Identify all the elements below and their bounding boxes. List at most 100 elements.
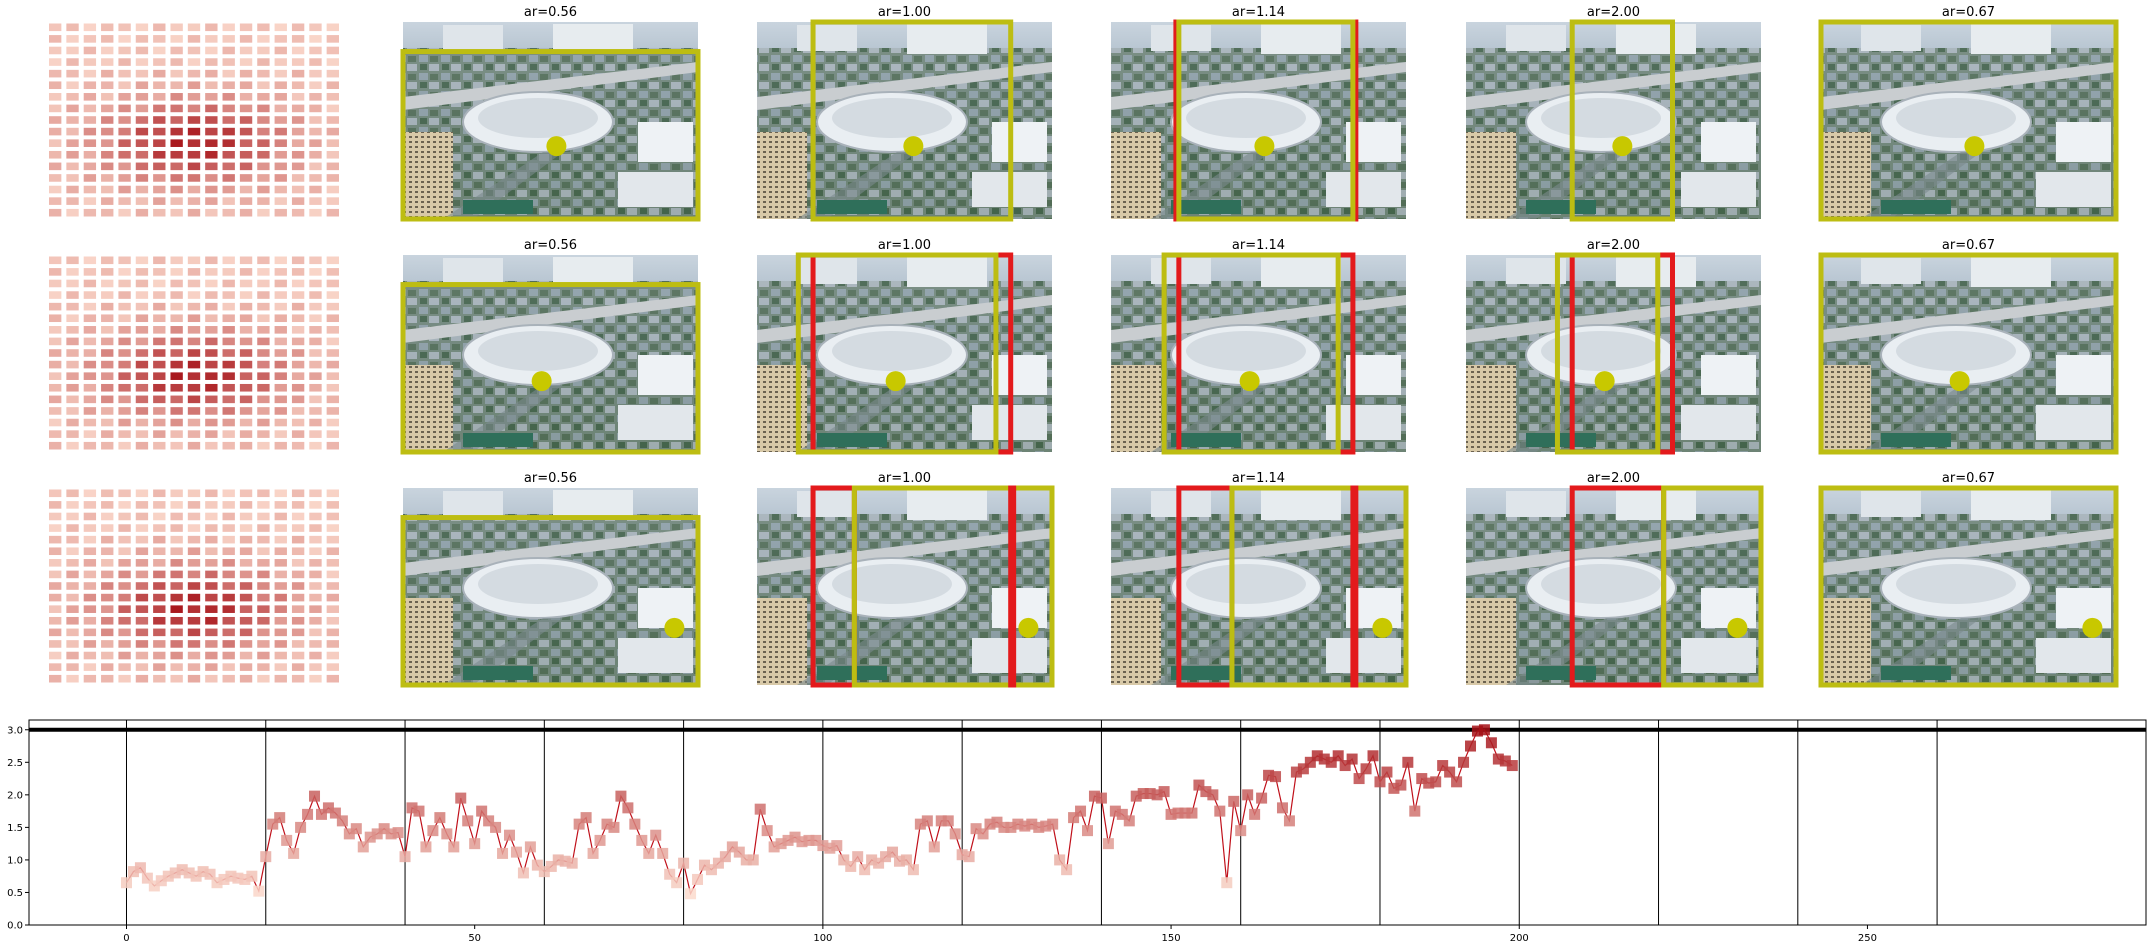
- focus-point: [546, 136, 567, 157]
- heatmap-cell: [66, 593, 79, 602]
- heatmap-cell: [49, 559, 62, 567]
- heatmap-cell: [101, 640, 114, 648]
- heatmap-cell: [291, 559, 305, 567]
- heatmap-cell: [205, 395, 218, 404]
- data-point: [685, 888, 697, 900]
- data-point: [1012, 818, 1024, 830]
- heatmap-cell: [274, 208, 287, 217]
- data-point: [831, 840, 843, 852]
- heatmap-cell: [118, 150, 131, 159]
- heatmap-cell: [274, 93, 287, 101]
- heatmap-cell: [326, 104, 339, 113]
- heatmap-cell: [239, 628, 253, 637]
- heatmap-cell: [49, 104, 62, 113]
- heatmap-cell: [291, 174, 305, 182]
- heatmap-cell: [222, 383, 235, 392]
- heatmap-cell: [135, 407, 149, 415]
- heatmap-cell: [49, 628, 62, 637]
- heatmap-cell: [274, 372, 287, 380]
- panel-r2-c6: ar=0.67: [1818, 238, 2119, 455]
- data-point: [838, 854, 850, 866]
- heatmap-cell: [83, 139, 97, 147]
- crop-box: [795, 252, 999, 455]
- heatmap-cell: [205, 116, 218, 124]
- heatmap-cell: [170, 349, 183, 357]
- data-point: [1458, 756, 1470, 768]
- heatmap-cell: [83, 663, 97, 671]
- heatmap-cell: [101, 360, 114, 369]
- heatmap-cell: [222, 116, 235, 124]
- data-point: [622, 802, 634, 814]
- heatmap-cell: [66, 640, 79, 648]
- heatmap-cell: [257, 441, 270, 450]
- data-point: [1346, 753, 1358, 765]
- heatmap-cell: [101, 395, 114, 404]
- heatmap-cell: [187, 69, 201, 78]
- heatmap-cell: [83, 116, 97, 124]
- heatmap-cell: [222, 291, 235, 299]
- heatmap-cell: [309, 268, 322, 276]
- heatmap-cell: [187, 291, 201, 299]
- heatmap-cell: [326, 326, 339, 334]
- heatmap-cell: [291, 139, 305, 147]
- heatmap-cell: [66, 23, 79, 32]
- heatmap-cell: [83, 570, 97, 579]
- data-point: [1193, 779, 1205, 791]
- heatmap-cell: [257, 383, 270, 392]
- heatmap-cell: [101, 104, 114, 113]
- data-point: [671, 877, 683, 889]
- heatmap-cell: [135, 430, 149, 438]
- heatmap-cell: [205, 23, 218, 32]
- heatmap-cell: [153, 501, 166, 509]
- heatmap-cell: [153, 268, 166, 276]
- data-point: [162, 870, 174, 882]
- heatmap-cell: [205, 605, 218, 613]
- heatmap-cell: [291, 127, 305, 136]
- heatmap-cell: [274, 197, 287, 205]
- focus-point: [903, 136, 924, 157]
- heatmap-cell: [257, 162, 270, 171]
- heatmap-cell: [274, 547, 287, 556]
- heatmap-cell: [205, 489, 218, 498]
- heatmap-cell: [205, 512, 218, 521]
- heatmap-cell: [49, 441, 62, 450]
- data-point: [260, 851, 272, 863]
- heatmap-cell: [257, 547, 270, 556]
- heatmap-cell: [170, 559, 183, 567]
- panel-title: ar=1.00: [878, 471, 931, 486]
- heatmap-cell: [291, 256, 305, 265]
- heatmap-cell: [222, 582, 235, 590]
- data-point: [942, 815, 954, 827]
- heatmap-cell: [239, 302, 253, 311]
- panel-r3-c6: ar=0.67: [1818, 471, 2119, 688]
- heatmap-cell: [326, 208, 339, 217]
- heatmap-cell: [205, 593, 218, 602]
- data-point: [768, 841, 780, 853]
- heatmap-cell: [239, 430, 253, 438]
- heatmap-cell: [291, 383, 305, 392]
- heatmap-cell: [274, 268, 287, 276]
- heatmap-cell: [170, 430, 183, 438]
- heatmap-cell: [66, 185, 79, 194]
- data-point: [1283, 815, 1295, 827]
- heatmap-cell: [49, 418, 62, 427]
- heatmap-cell: [291, 81, 305, 90]
- data-point: [302, 808, 314, 820]
- heatmap-cell: [118, 501, 131, 509]
- heatmap-cell: [49, 360, 62, 369]
- data-point: [343, 828, 355, 840]
- heatmap-cell: [205, 185, 218, 194]
- heatmap-cell: [309, 162, 322, 171]
- data-point: [483, 815, 495, 827]
- heatmap-cell: [309, 279, 322, 288]
- heatmap-cell: [257, 197, 270, 205]
- heatmap-cell: [118, 593, 131, 602]
- crop-box: [851, 485, 1055, 688]
- heatmap-cell: [118, 197, 131, 205]
- data-point: [246, 870, 258, 882]
- heatmap-cell: [222, 674, 235, 683]
- heatmap-cell: [309, 628, 322, 637]
- data-point: [218, 873, 230, 885]
- heatmap-cell: [257, 535, 270, 544]
- heatmap-cell: [309, 337, 322, 346]
